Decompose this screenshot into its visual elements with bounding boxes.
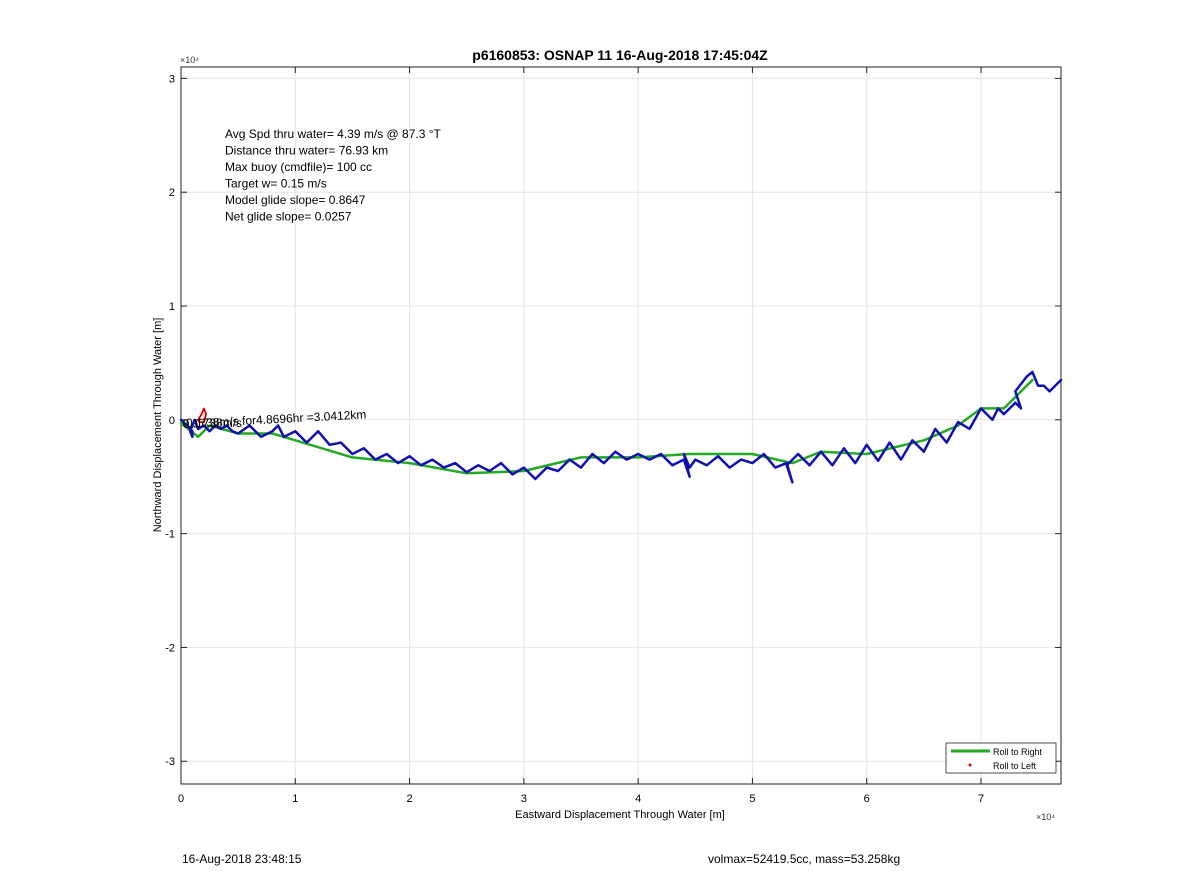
y-axis-label: Northward Displacement Through Water [m] <box>152 318 164 533</box>
x-tick-label: 4 <box>635 793 641 805</box>
y-tick-label: -3 <box>165 756 175 768</box>
legend-box <box>945 742 1057 774</box>
grid-lines <box>180 67 1061 784</box>
annotation-line: Target w= 0.15 m/s <box>225 177 327 191</box>
y-tick-label: -2 <box>165 642 175 654</box>
x-exponent-label: ×10⁴ <box>1036 812 1055 822</box>
x-axis-label: Eastward Displacement Through Water [m] <box>515 809 725 821</box>
legend-roll-left-label: Roll to Left <box>993 761 1037 771</box>
legend-roll-right-label: Roll to Right <box>993 747 1043 757</box>
x-tick-label: 0 <box>178 793 184 805</box>
x-tick-label: 1 <box>292 793 298 805</box>
x-tick-label: 3 <box>521 793 527 805</box>
current-label-overlap: 0.1738m/s <box>186 416 242 430</box>
y-tick-label: 1 <box>169 301 175 313</box>
annotation-line: Model glide slope= 0.8647 <box>225 193 366 207</box>
y-tick-label: 3 <box>169 73 175 85</box>
y-tick-label: -1 <box>165 529 175 541</box>
x-tick-label: 5 <box>749 793 755 805</box>
series-layer <box>179 370 1063 484</box>
legend: Roll to Right Roll to Left <box>945 742 1057 774</box>
timestamp-footer: 16-Aug-2018 23:48:15 <box>182 852 302 866</box>
x-tick-label: 6 <box>864 793 870 805</box>
y-exponent-label: ×10⁴ <box>180 55 199 65</box>
annotation-line: Avg Spd thru water= 4.39 m/s @ 87.3 °T <box>225 127 442 141</box>
x-tick-label: 7 <box>978 793 984 805</box>
annotation-line: Max buoy (cmdfile)= 100 cc <box>225 160 372 174</box>
chart-title: p6160853: OSNAP 11 16-Aug-2018 17:45:04Z <box>472 47 768 63</box>
x-tick-label: 2 <box>407 793 413 805</box>
track-line <box>179 370 1063 484</box>
annotation-line: Distance thru water= 76.93 km <box>225 144 388 158</box>
y-tick-label: 0 <box>169 415 175 427</box>
volmax-mass-footer: volmax=52419.5cc, mass=53.258kg <box>708 852 901 866</box>
annotation-line: Net glide slope= 0.0257 <box>225 210 352 224</box>
y-tick-label: 2 <box>169 187 175 199</box>
roll-to-left-line <box>197 407 207 423</box>
axis-ticks: 0 1 2 3 4 5 6 7 -3 -2 -1 0 1 2 3 <box>165 67 1061 805</box>
plot-area <box>180 66 1062 785</box>
stats-annotations: Avg Spd thru water= 4.39 m/s @ 87.3 °T Di… <box>225 127 442 224</box>
legend-roll-left-swatch <box>968 763 972 767</box>
